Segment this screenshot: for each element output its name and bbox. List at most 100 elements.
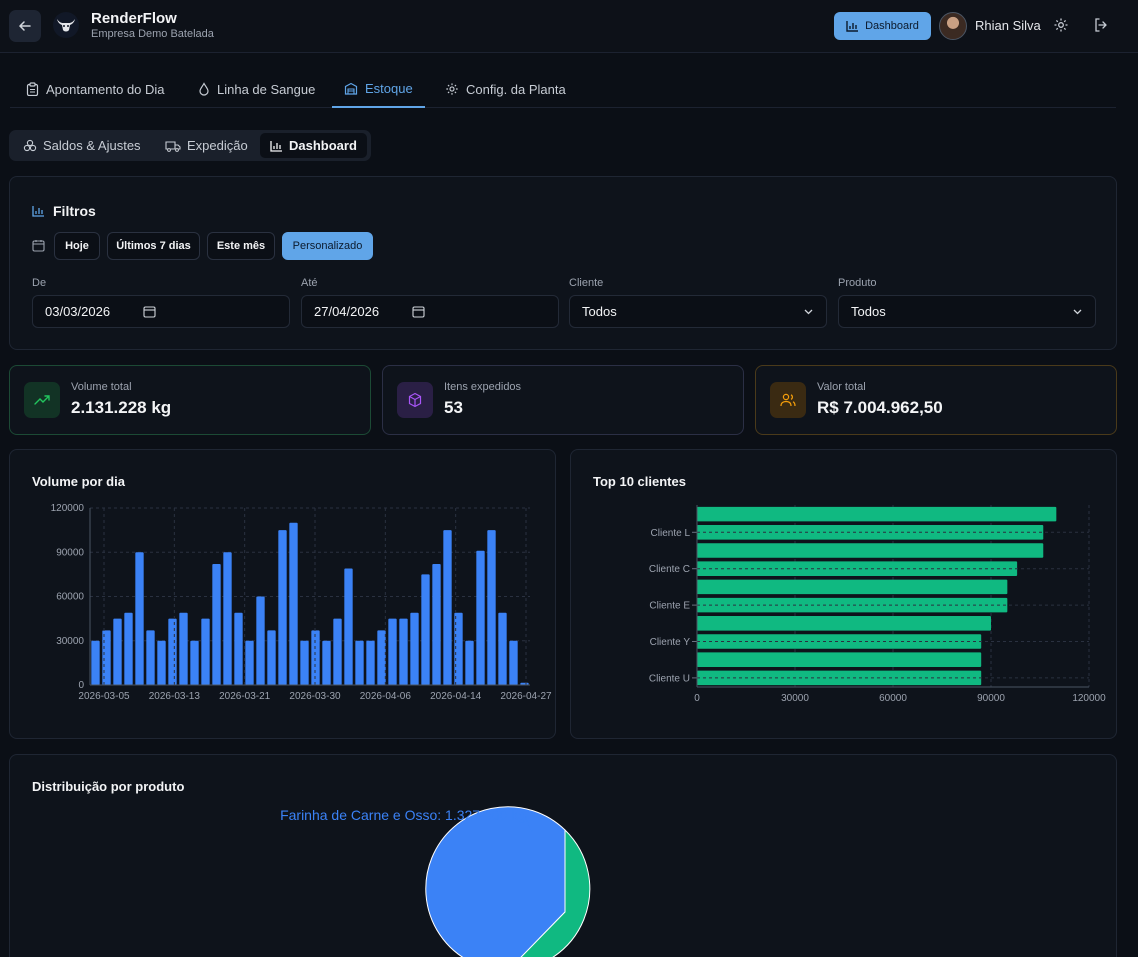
stat-label: Volume total — [71, 381, 132, 393]
x-tick-label: 2026-03-21 — [219, 691, 271, 702]
bar-chart-icon — [270, 140, 282, 152]
bar-chart-icon — [32, 206, 44, 217]
volume-bar — [476, 550, 485, 685]
x-tick-label: 2026-04-27 — [500, 691, 552, 702]
warehouse-icon — [344, 82, 358, 95]
volume-bar — [267, 630, 276, 685]
stat-label: Itens expedidos — [444, 381, 522, 393]
tab-linha-de-sangue[interactable]: Linha de Sangue — [186, 70, 327, 108]
volume-bar — [410, 612, 419, 685]
volume-bar — [212, 564, 221, 685]
avatar[interactable] — [939, 12, 967, 40]
to-date-label: Até — [301, 277, 318, 289]
quick-filter-ultimos-7-dias[interactable]: Últimos 7 dias — [107, 232, 200, 260]
user-name: Rhian Silva — [975, 18, 1041, 33]
volume-bar — [465, 640, 474, 685]
subtab-label: Saldos & Ajustes — [43, 138, 141, 153]
tab-label: Config. da Planta — [466, 81, 566, 97]
from-date-label: De — [32, 277, 47, 289]
volume-bar — [179, 612, 188, 685]
volume-bar — [520, 682, 529, 685]
to-date-input[interactable]: 27/04/2026 — [301, 295, 559, 328]
tab-config-planta[interactable]: Config. da Planta — [433, 70, 578, 108]
y-tick-label: Cliente E — [649, 601, 690, 612]
volume-bar — [157, 640, 166, 685]
stat-card-volume: Volume total 2.131.228 kg — [9, 365, 371, 435]
calendar-icon[interactable] — [412, 305, 425, 318]
settings-gear-icon[interactable] — [1053, 17, 1069, 33]
volume-bar — [366, 640, 375, 685]
back-button[interactable] — [9, 10, 41, 42]
x-tick-label: 90000 — [977, 693, 1005, 704]
y-tick-label: Cliente U — [649, 673, 690, 684]
y-tick-label: 30000 — [56, 636, 84, 647]
main-tabs: Apontamento do Dia Linha de Sangue Estoq… — [10, 70, 1116, 108]
volume-bar — [355, 640, 364, 685]
filters-card: Filtros Hoje Últimos 7 dias Este mês Per… — [9, 176, 1117, 350]
subtab-saldos-ajustes[interactable]: Saldos & Ajustes — [13, 133, 151, 158]
stat-icon-box — [770, 382, 806, 418]
tab-estoque[interactable]: Estoque — [332, 70, 425, 108]
package-icon — [408, 392, 422, 408]
volume-bar — [322, 640, 331, 685]
chart-title: Distribuição por produto — [32, 779, 185, 794]
x-tick-label: 2026-03-30 — [289, 691, 341, 702]
stat-icon-box — [397, 382, 433, 418]
subtab-dashboard[interactable]: Dashboard — [260, 133, 367, 158]
volume-bar — [454, 612, 463, 685]
tab-label: Linha de Sangue — [217, 81, 316, 97]
volume-bar — [421, 574, 430, 685]
truck-icon — [165, 140, 181, 152]
y-tick-label: 120000 — [51, 503, 85, 514]
tab-apontamento[interactable]: Apontamento do Dia — [14, 70, 177, 108]
filters-heading: Filtros — [32, 203, 96, 219]
app-title: RenderFlow — [91, 10, 177, 27]
clipboard-icon — [26, 82, 39, 96]
arrow-left-icon — [18, 21, 31, 31]
logout-icon[interactable] — [1093, 17, 1109, 33]
client-select-value: Todos — [582, 304, 617, 319]
client-bar — [697, 579, 1008, 595]
client-bar — [697, 652, 982, 667]
client-bar — [697, 561, 1018, 576]
subtab-label: Dashboard — [289, 138, 357, 153]
y-tick-label: 0 — [78, 680, 84, 691]
bull-logo-icon — [57, 19, 75, 32]
from-date-input[interactable]: 03/03/2026 — [32, 295, 290, 328]
quick-filter-personalizado[interactable]: Personalizado — [282, 232, 373, 260]
volume-bar — [190, 640, 199, 685]
from-date-value: 03/03/2026 — [45, 304, 111, 319]
volume-bar — [135, 552, 144, 685]
bar-chart-icon — [846, 21, 859, 32]
volume-bar — [399, 618, 408, 685]
chart-title: Volume por dia — [32, 474, 125, 489]
volume-bar — [487, 530, 496, 685]
product-pie-chart: Farinha de Carne e Osso: 1.327.500 kg — [280, 806, 591, 957]
volume-bar — [289, 522, 298, 685]
stat-icon-box — [24, 382, 60, 418]
volume-chart-card: Volume por dia 0 30000 60000 90000 120000 202… — [9, 449, 556, 739]
product-distribution-card: Distribuição por produto Farinha de Carn… — [9, 754, 1117, 957]
stat-value: 2.131.228 kg — [71, 398, 172, 417]
quick-filter-hoje[interactable]: Hoje — [54, 232, 100, 260]
volume-bar — [245, 640, 254, 685]
company-name: Empresa Demo Batelada — [91, 28, 214, 40]
chart-title: Top 10 clientes — [593, 474, 686, 489]
dashboard-button[interactable]: Dashboard — [834, 12, 931, 40]
y-tick-label: Cliente Y — [650, 637, 691, 648]
volume-bar — [124, 612, 133, 685]
client-select[interactable]: Todos — [569, 295, 827, 328]
volume-bar — [509, 640, 518, 685]
x-tick-label: 2026-03-05 — [78, 691, 130, 702]
calendar-icon[interactable] — [143, 305, 156, 318]
client-bar — [697, 525, 1044, 540]
top-clients-chart-card: Top 10 clientes 0 30000 60000 90000 120000 Cl… — [570, 449, 1117, 739]
quick-filter-este-mes[interactable]: Este mês — [207, 232, 275, 260]
product-select[interactable]: Todos — [838, 295, 1096, 328]
gear-icon — [446, 83, 458, 95]
volume-bar — [91, 640, 100, 685]
volume-bar — [168, 618, 177, 685]
pie-slice — [520, 828, 591, 957]
trending-up-icon — [34, 395, 50, 405]
subtab-expedicao[interactable]: Expedição — [155, 133, 258, 158]
